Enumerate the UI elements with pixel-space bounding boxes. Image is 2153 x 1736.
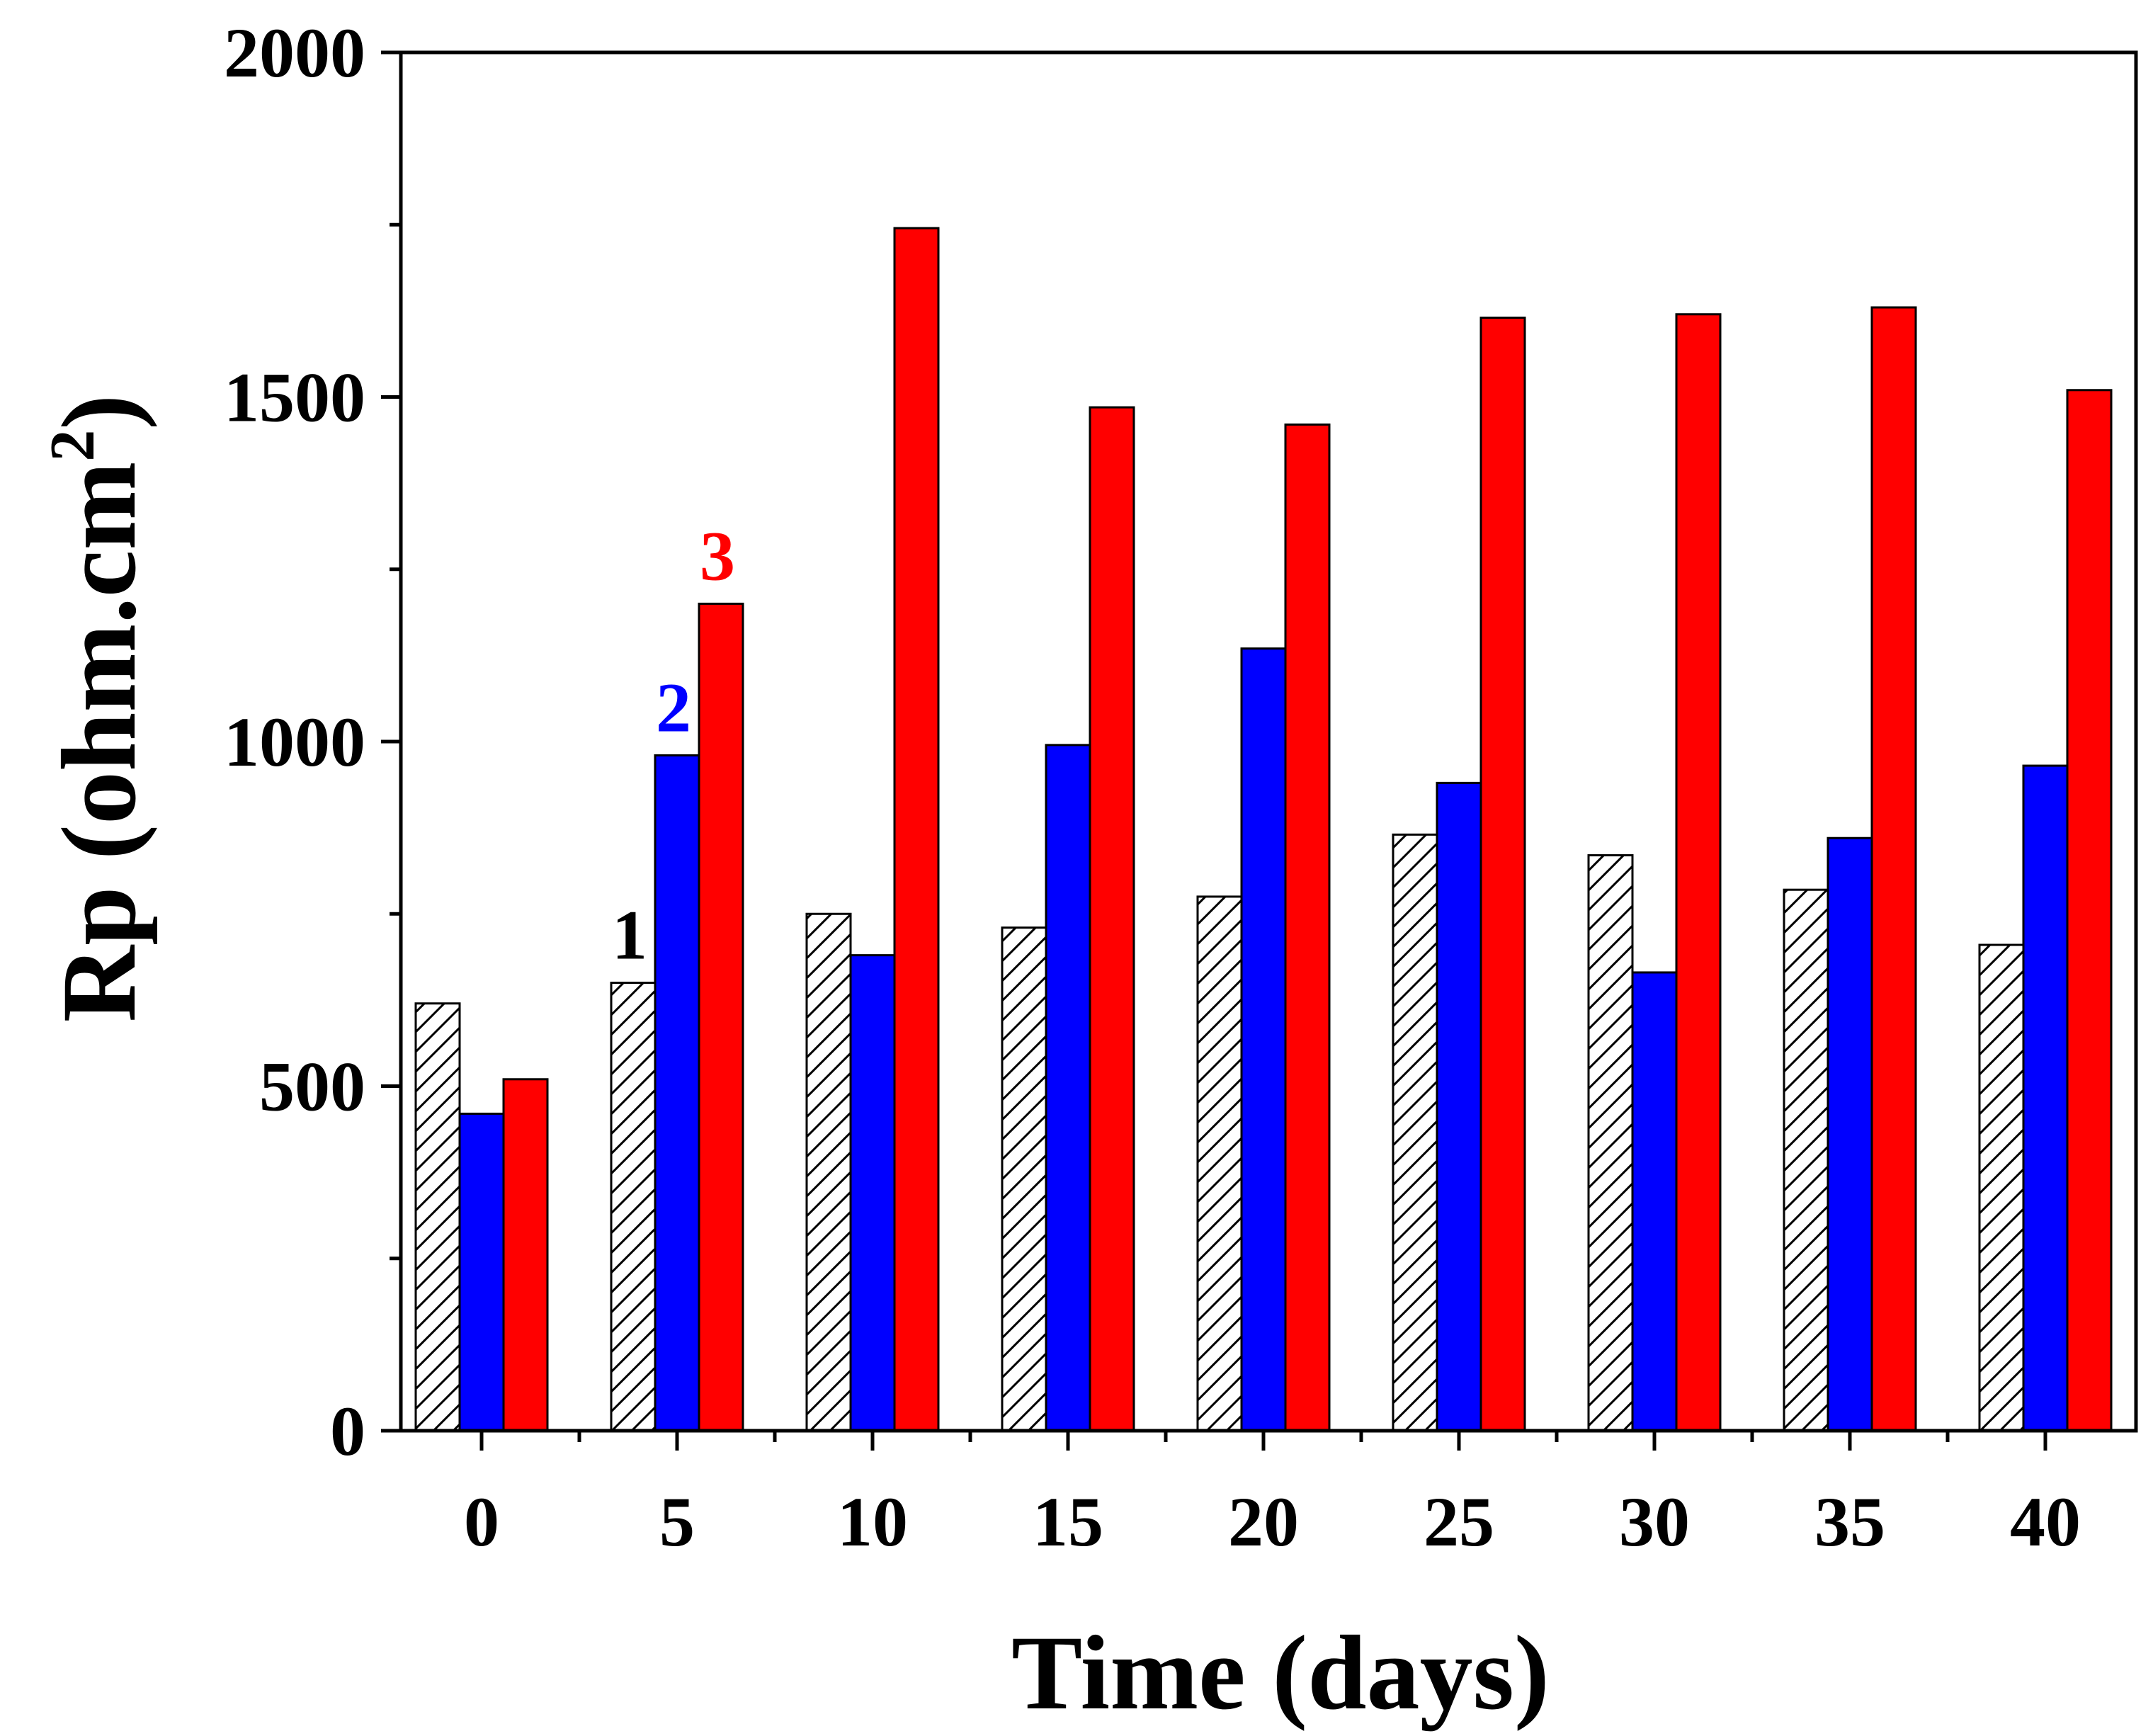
x-tick-label: 35	[1814, 1482, 1885, 1561]
bar-series-3-day-25	[1479, 317, 1526, 1432]
bar-series-1-day-10	[805, 912, 852, 1432]
tick-labels-layer: 0 500 1000 1500 2000 0 5 10 15 20 25 30 35 40	[224, 13, 2081, 1561]
bar-series-3-day-20	[1284, 423, 1331, 1432]
bar-series-2-day-5	[654, 754, 700, 1432]
y-tick-label: 1500	[224, 358, 365, 437]
x-tick-label: 40	[2010, 1482, 2081, 1561]
bar-series-2-day-0	[458, 1112, 505, 1432]
y-axis-title-close: )	[40, 395, 158, 430]
ticks-layer	[381, 50, 2047, 1451]
bars-layer	[414, 227, 2113, 1432]
bar-series-3-day-5	[698, 602, 744, 1432]
x-tick-label: 0	[464, 1482, 499, 1561]
bar-series-3-day-0	[502, 1078, 549, 1432]
x-tick-label: 25	[1424, 1482, 1494, 1561]
bar-series-1-day-5	[610, 982, 657, 1432]
bar-series-2-day-20	[1240, 647, 1287, 1432]
x-tick-label: 15	[1033, 1482, 1103, 1561]
x-tick-label: 30	[1619, 1482, 1690, 1561]
series-tag-2: 2	[656, 668, 691, 747]
bar-series-1-day-40	[1978, 943, 2025, 1432]
bar-series-2-day-15	[1045, 744, 1091, 1432]
y-axis-title-main: Rp (ohm.cm	[40, 462, 158, 1023]
bar-series-3-day-30	[1675, 313, 1722, 1432]
bar-series-1-day-0	[414, 1002, 461, 1432]
bar-series-2-day-25	[1436, 781, 1482, 1432]
bar-series-3-day-15	[1089, 406, 1135, 1432]
bar-series-3-day-10	[893, 227, 940, 1432]
bar-series-2-day-10	[849, 954, 896, 1432]
bar-series-3-day-40	[2066, 389, 2113, 1432]
bar-series-1-day-15	[1001, 926, 1047, 1432]
y-tick-label: 1000	[224, 703, 365, 781]
x-tick-label: 20	[1228, 1482, 1299, 1561]
series-tags-layer: 1 23	[612, 516, 735, 974]
series-tag-1: 1	[612, 896, 647, 975]
bar-series-1-day-35	[1783, 888, 1829, 1432]
y-tick-label: 0	[330, 1392, 365, 1470]
y-axis-title: Rp (ohm.cm2)	[38, 395, 158, 1023]
series-tag-3: 3	[700, 516, 735, 595]
x-tick-label: 5	[659, 1482, 695, 1561]
y-axis-title-superscript: 2	[38, 430, 108, 462]
bar-series-1-day-30	[1587, 854, 1634, 1432]
y-tick-label: 500	[259, 1048, 365, 1126]
bar-series-2-day-35	[1827, 836, 1873, 1432]
bar-series-2-day-30	[1631, 971, 1678, 1432]
x-axis-title: Time (days)	[1011, 1614, 1550, 1732]
x-tick-label: 10	[837, 1482, 908, 1561]
bar-series-1-day-20	[1196, 895, 1243, 1432]
y-tick-label: 2000	[224, 13, 365, 92]
bar-series-2-day-40	[2022, 764, 2069, 1432]
bar-series-1-day-25	[1392, 833, 1438, 1432]
bar-series-3-day-35	[1870, 306, 1917, 1432]
